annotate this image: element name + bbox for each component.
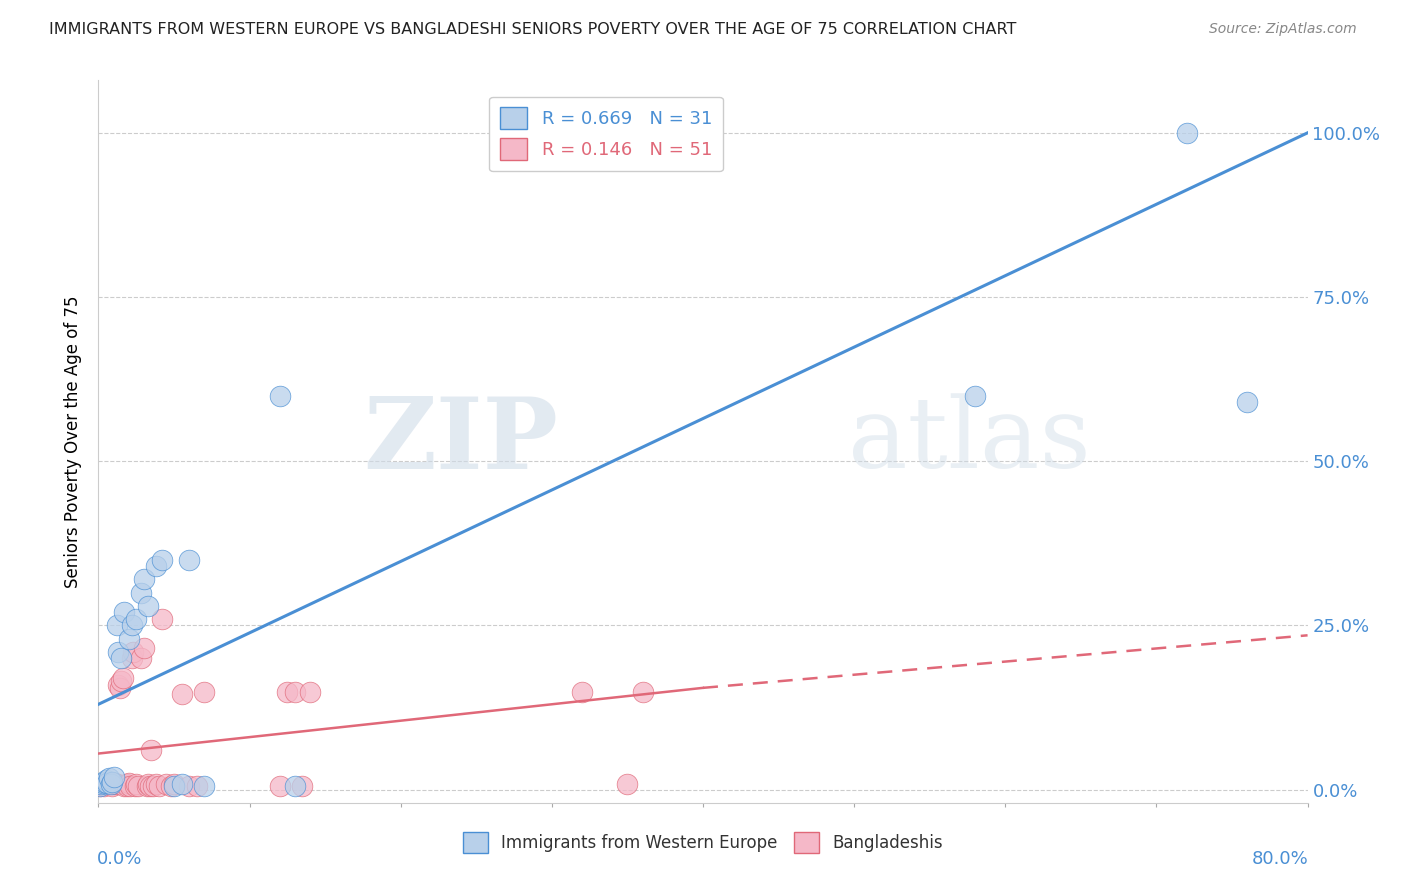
Point xyxy=(631,685,654,699)
Point xyxy=(115,780,138,794)
Point xyxy=(141,743,163,757)
Point xyxy=(91,776,114,790)
Point xyxy=(94,772,117,787)
Point xyxy=(965,388,987,402)
Point xyxy=(111,671,134,685)
Point xyxy=(103,777,125,791)
Point xyxy=(110,651,132,665)
Point xyxy=(291,780,314,794)
Point xyxy=(129,651,152,665)
Point xyxy=(101,774,124,789)
Point xyxy=(127,780,149,794)
Point xyxy=(142,780,165,794)
Point xyxy=(170,777,193,791)
Point xyxy=(148,780,170,794)
Point xyxy=(107,677,129,691)
Point xyxy=(155,777,177,791)
Point xyxy=(91,776,114,790)
Point xyxy=(100,777,122,791)
Point xyxy=(616,777,638,791)
Point xyxy=(107,645,129,659)
Point xyxy=(145,777,167,791)
Point xyxy=(132,573,155,587)
Point xyxy=(90,777,112,791)
Point xyxy=(93,774,115,789)
Point xyxy=(136,777,159,791)
Point xyxy=(112,780,135,794)
Point xyxy=(122,645,145,659)
Point xyxy=(120,780,142,794)
Point xyxy=(129,585,152,599)
Point xyxy=(139,780,162,794)
Point xyxy=(110,674,132,689)
Point xyxy=(186,780,208,794)
Text: 80.0%: 80.0% xyxy=(1251,850,1309,868)
Point xyxy=(1236,395,1258,409)
Point xyxy=(98,774,121,789)
Point xyxy=(94,777,117,791)
Point xyxy=(89,780,111,794)
Y-axis label: Seniors Poverty Over the Age of 75: Seniors Poverty Over the Age of 75 xyxy=(65,295,83,588)
Point xyxy=(96,776,118,790)
Point xyxy=(121,651,143,665)
Point xyxy=(571,685,593,699)
Point xyxy=(145,559,167,574)
Point xyxy=(125,612,148,626)
Point xyxy=(136,599,159,613)
Point xyxy=(108,681,131,695)
Point xyxy=(100,777,122,791)
Point xyxy=(284,685,307,699)
Point xyxy=(124,780,146,794)
Point xyxy=(150,612,173,626)
Point xyxy=(284,780,307,794)
Point xyxy=(112,605,135,619)
Point xyxy=(160,780,183,794)
Point xyxy=(276,685,298,699)
Point xyxy=(118,632,141,646)
Text: Source: ZipAtlas.com: Source: ZipAtlas.com xyxy=(1209,22,1357,37)
Point xyxy=(132,641,155,656)
Point xyxy=(105,618,128,632)
Point xyxy=(193,780,215,794)
Point xyxy=(104,776,127,790)
Point xyxy=(269,780,291,794)
Point xyxy=(179,553,201,567)
Point xyxy=(98,771,121,785)
Point xyxy=(105,777,128,791)
Point xyxy=(101,779,124,793)
Point xyxy=(89,780,111,794)
Point xyxy=(125,777,148,791)
Point xyxy=(114,777,136,791)
Text: ZIP: ZIP xyxy=(363,393,558,490)
Point xyxy=(103,770,125,784)
Text: 0.0%: 0.0% xyxy=(97,850,142,868)
Point xyxy=(135,780,157,794)
Point xyxy=(193,685,215,699)
Text: IMMIGRANTS FROM WESTERN EUROPE VS BANGLADESHI SENIORS POVERTY OVER THE AGE OF 75: IMMIGRANTS FROM WESTERN EUROPE VS BANGLA… xyxy=(49,22,1017,37)
Point xyxy=(118,776,141,790)
Point xyxy=(163,777,186,791)
Point xyxy=(170,687,193,701)
Point xyxy=(163,780,186,794)
Point xyxy=(269,388,291,402)
Point xyxy=(299,685,322,699)
Point xyxy=(96,776,118,790)
Point xyxy=(90,777,112,791)
Point xyxy=(179,780,201,794)
Text: atlas: atlas xyxy=(848,393,1091,490)
Legend: Immigrants from Western Europe, Bangladeshis: Immigrants from Western Europe, Banglade… xyxy=(456,826,950,860)
Point xyxy=(1175,126,1198,140)
Point xyxy=(93,780,115,794)
Point xyxy=(150,553,173,567)
Point xyxy=(121,618,143,632)
